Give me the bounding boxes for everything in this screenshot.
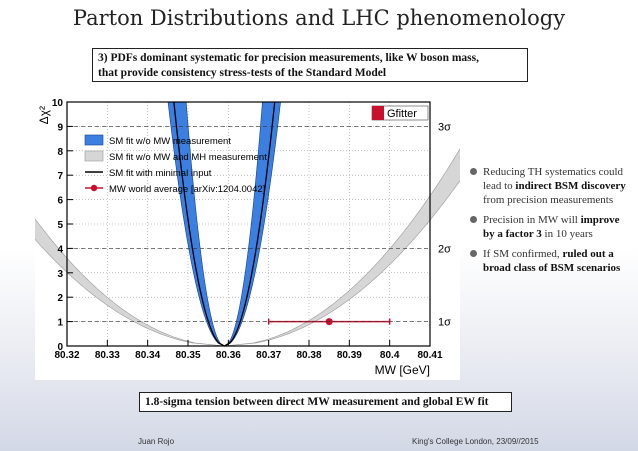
legend-entry: SM fit with minimal input	[109, 168, 212, 179]
top-note-box: 3) PDFs dominant systematic for precisio…	[92, 48, 528, 82]
y-tick-label: 7	[57, 171, 63, 182]
sigma-lines: 1σ 2σ 3σ	[67, 121, 451, 329]
legend-swatch	[84, 134, 104, 146]
series-band-grey	[224, 148, 460, 347]
legend-swatch-point	[90, 184, 98, 192]
bullet-dot	[470, 216, 477, 223]
y-tick-label: 9	[57, 122, 63, 133]
x-tick-label: 80.39	[337, 350, 362, 361]
top-note-line2: that provide consistency stress-tests of…	[98, 67, 387, 79]
y-tick-label: 0	[57, 342, 63, 353]
bullet-text: Precision in MW will improve by a factor…	[483, 214, 620, 240]
sigma-label: 3σ	[438, 121, 451, 133]
legend-swatch	[84, 150, 104, 162]
slide-title: Parton Distributions and LHC phenomenolo…	[72, 6, 566, 30]
plot-legend: SM fit w/o MW measurement SM fit w/o MW a…	[84, 134, 267, 195]
bullet-item: Precision in MW will improve by a factor…	[470, 213, 630, 241]
y-tick-label: 5	[57, 220, 63, 231]
bullet-text: Reducing TH systematics could lead to in…	[483, 166, 626, 206]
x-tick-label: 80.4	[380, 350, 400, 361]
gfitter-logo: Gfitter	[371, 105, 429, 121]
bullet-text: If SM confirmed, ruled out a broad class…	[483, 248, 621, 274]
sigma-label: 1σ	[438, 317, 451, 329]
x-tick-label: 80.34	[135, 350, 160, 361]
x-tick-label: 80.35	[175, 350, 200, 361]
plot-axes: 80.32 80.33 80.34 80.35 80.36 80.37 80.38 80.39…	[37, 98, 443, 377]
y-tick-label: 6	[57, 196, 63, 207]
sigma-label: 2σ	[438, 243, 451, 255]
x-tick-label: 80.41	[417, 350, 442, 361]
plot-background	[35, 90, 460, 380]
x-tick-label: 80.37	[256, 350, 281, 361]
bullet-item: Reducing TH systematics could lead to in…	[470, 165, 630, 207]
logo-mark	[372, 106, 384, 120]
bullet-item: If SM confirmed, ruled out a broad class…	[470, 247, 630, 275]
footer-affiliation: King's College London, 23/09//2015	[412, 437, 539, 446]
x-tick-label: 80.38	[296, 350, 321, 361]
x-tick-label: 80.32	[54, 350, 79, 361]
y-tick-label: 4	[57, 244, 63, 255]
y-tick-label: 2	[57, 293, 63, 304]
y-tick-label: 8	[57, 147, 63, 158]
bullet-dot	[470, 168, 477, 175]
logo-text: Gfitter	[387, 108, 417, 120]
x-tick-label: 80.33	[95, 350, 120, 361]
legend-entry: SM fit w/o MW and MH measurement	[109, 152, 267, 163]
y-tick-label: 3	[57, 269, 63, 280]
series-band-grey	[35, 218, 225, 347]
bullet-list: Reducing TH systematics could lead to in…	[470, 165, 630, 281]
y-tick-label: 10	[52, 98, 64, 109]
footer-author: Juan Rojo	[138, 437, 175, 446]
legend-entry: SM fit w/o MW measurement	[109, 136, 231, 147]
y-tick-label: 1	[57, 318, 63, 329]
legend-entry: MW world average [arXiv:1204.0042]	[109, 184, 265, 195]
x-tick-label: 80.36	[216, 350, 241, 361]
x-axis-label: MW [GeV]	[375, 363, 430, 377]
y-axis-label: Δχ²	[37, 106, 51, 124]
bottom-note-box: 1.8-sigma tension between direct MW meas…	[139, 392, 512, 412]
top-note-line1: 3) PDFs dominant systematic for precisio…	[98, 52, 479, 64]
bullet-dot	[470, 250, 477, 257]
